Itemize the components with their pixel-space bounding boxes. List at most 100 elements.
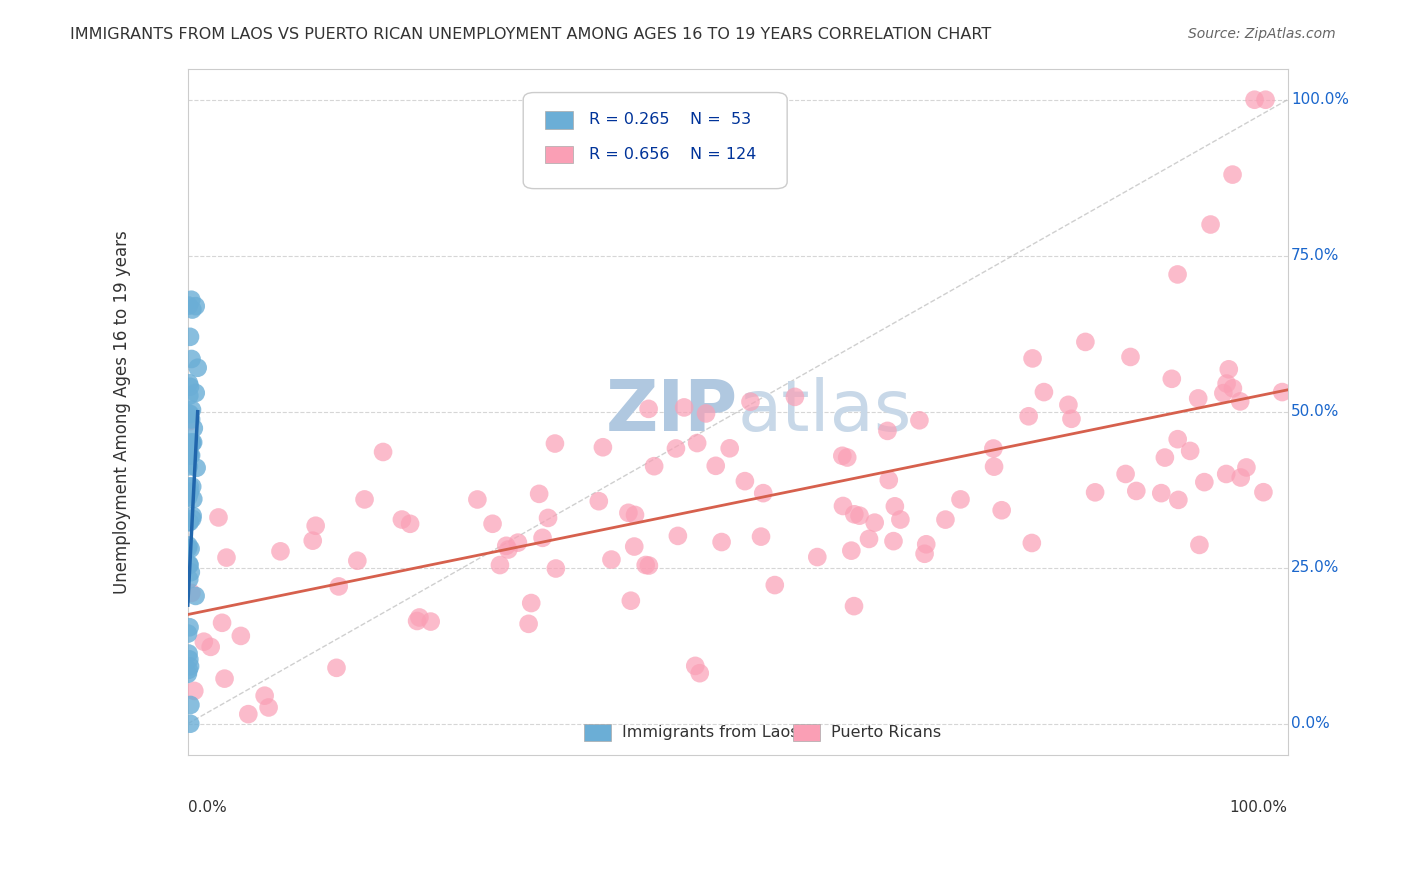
Point <box>346 554 368 568</box>
Point <box>269 544 291 558</box>
Point <box>406 614 429 628</box>
Point <box>858 532 880 546</box>
Point <box>179 572 201 586</box>
Point <box>177 647 200 661</box>
Point <box>718 442 741 456</box>
Point <box>520 596 543 610</box>
Text: R = 0.265    N =  53: R = 0.265 N = 53 <box>589 112 751 128</box>
Point <box>180 586 202 600</box>
Point <box>934 513 956 527</box>
Point <box>592 440 614 454</box>
Point <box>915 537 938 551</box>
Point <box>1222 168 1244 182</box>
Point <box>177 299 200 313</box>
Point <box>419 615 441 629</box>
Text: R = 0.656    N = 124: R = 0.656 N = 124 <box>589 147 756 161</box>
Point <box>783 390 806 404</box>
Point <box>179 380 201 394</box>
Point <box>643 459 665 474</box>
Point <box>179 479 201 493</box>
FancyBboxPatch shape <box>546 112 572 128</box>
Point <box>181 436 204 450</box>
Point <box>371 445 394 459</box>
Point <box>1187 392 1209 406</box>
Point <box>179 330 201 344</box>
Point <box>877 473 900 487</box>
Point <box>187 360 209 375</box>
Point <box>1243 93 1265 107</box>
Point <box>600 552 623 566</box>
Text: Unemployment Among Ages 16 to 19 years: Unemployment Among Ages 16 to 19 years <box>112 230 131 593</box>
Point <box>1229 394 1251 409</box>
Point <box>517 616 540 631</box>
Point <box>180 436 202 450</box>
Point <box>1084 485 1107 500</box>
Text: 50.0%: 50.0% <box>1291 404 1340 419</box>
FancyBboxPatch shape <box>793 724 820 741</box>
Point <box>908 413 931 427</box>
Point <box>637 401 659 416</box>
Point <box>177 490 200 504</box>
Point <box>177 444 200 458</box>
Point <box>634 558 657 572</box>
Point <box>179 448 201 462</box>
Point <box>527 487 550 501</box>
Point <box>180 449 202 463</box>
Point <box>832 499 855 513</box>
Point <box>177 459 200 474</box>
Point <box>301 533 323 548</box>
Point <box>1271 385 1294 400</box>
Point <box>588 494 610 508</box>
Point <box>177 541 200 556</box>
Point <box>177 626 200 640</box>
Point <box>179 716 201 731</box>
Point <box>1057 398 1080 412</box>
Point <box>1222 381 1244 395</box>
Point <box>1178 444 1201 458</box>
Point <box>177 376 200 391</box>
Point <box>179 558 201 573</box>
Point <box>238 707 260 722</box>
Point <box>990 503 1012 517</box>
Point <box>531 531 554 545</box>
Point <box>876 424 898 438</box>
Point <box>537 511 560 525</box>
Point <box>665 442 688 456</box>
Point <box>673 401 696 415</box>
Point <box>1167 492 1189 507</box>
Point <box>1229 470 1251 484</box>
FancyBboxPatch shape <box>583 724 612 741</box>
Point <box>179 414 201 428</box>
Text: Immigrants from Laos: Immigrants from Laos <box>623 725 799 739</box>
Point <box>1199 218 1222 232</box>
Point <box>666 529 689 543</box>
Point <box>544 561 567 575</box>
Point <box>207 510 229 524</box>
Point <box>638 558 661 573</box>
Point <box>914 547 936 561</box>
Point <box>229 629 252 643</box>
Point <box>179 407 201 421</box>
Point <box>214 672 236 686</box>
Text: 0.0%: 0.0% <box>188 799 226 814</box>
Point <box>544 436 567 450</box>
Point <box>498 542 520 557</box>
Point <box>179 389 201 403</box>
Point <box>200 640 222 654</box>
Text: 100.0%: 100.0% <box>1230 799 1288 814</box>
Point <box>177 538 200 552</box>
Point <box>179 558 201 572</box>
Point <box>695 407 717 421</box>
Point <box>848 508 870 523</box>
Point <box>752 486 775 500</box>
Point <box>399 516 422 531</box>
Point <box>180 541 202 556</box>
Point <box>1021 351 1043 366</box>
Point <box>620 593 643 607</box>
Point <box>1018 409 1040 424</box>
Point <box>180 565 202 579</box>
Point <box>179 484 201 499</box>
Point <box>734 474 756 488</box>
Text: 25.0%: 25.0% <box>1291 560 1340 575</box>
Point <box>685 658 707 673</box>
